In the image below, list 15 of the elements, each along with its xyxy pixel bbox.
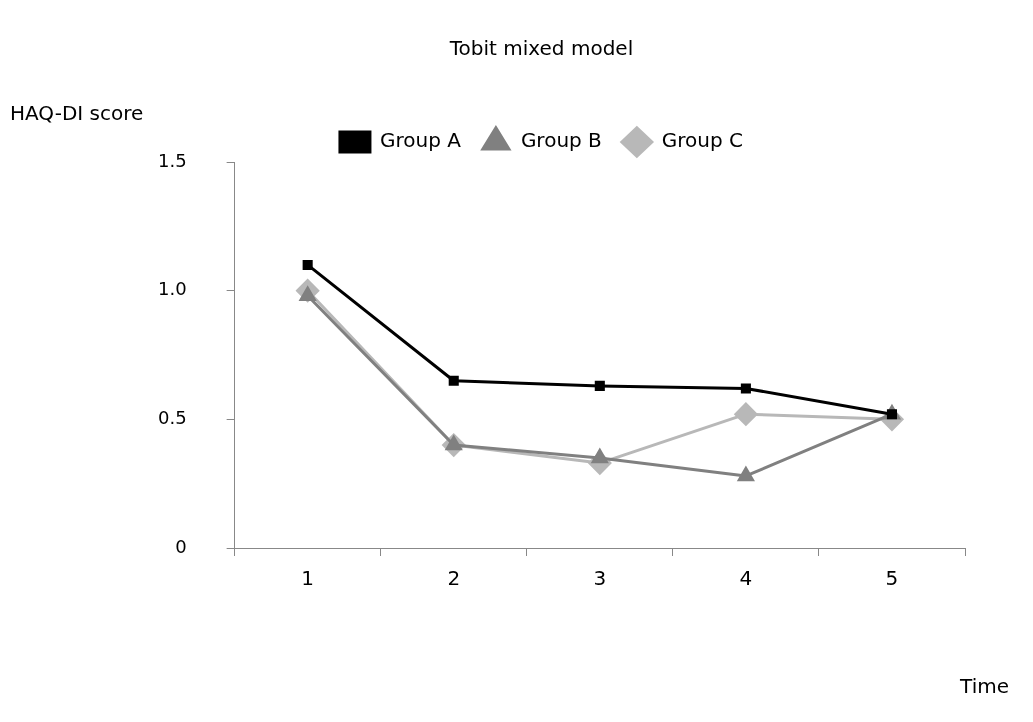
x-tick-label: 2: [447, 566, 461, 591]
x-tick-label: 1: [301, 566, 315, 591]
x-tick-label: 3: [593, 566, 607, 591]
y-tick-label: 0: [175, 535, 187, 557]
legend-label: Group B: [520, 128, 602, 153]
x-tick-label: 5: [885, 566, 899, 591]
legend-label: Group A: [379, 128, 462, 153]
y-axis-title: HAQ-DI score: [10, 101, 144, 126]
chart-title: Tobit mixed model: [448, 36, 634, 61]
x-tick-label: 4: [739, 566, 753, 591]
x-axis-title: Time: [959, 674, 1009, 699]
y-tick-label: 1.5: [157, 149, 187, 171]
y-tick-label: 1.0: [157, 278, 187, 300]
y-tick-label: 0.5: [157, 407, 187, 429]
legend-label: Group C: [661, 128, 744, 153]
